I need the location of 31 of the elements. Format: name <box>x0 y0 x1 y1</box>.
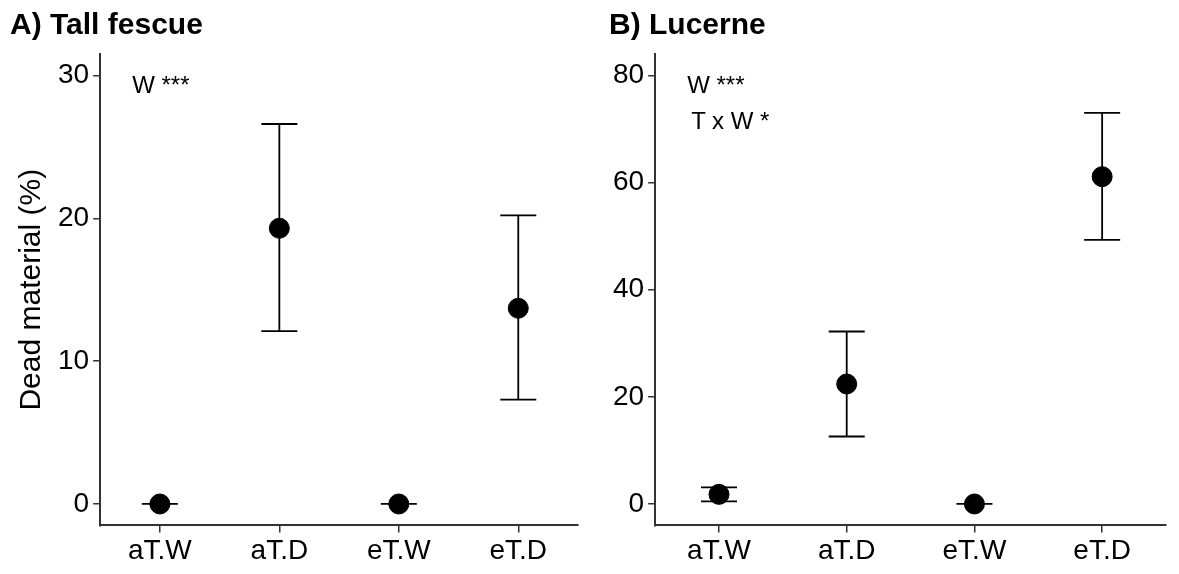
y-tick-label: 0 <box>628 486 645 518</box>
annotation: W *** <box>132 70 190 98</box>
annotation: W *** <box>687 70 745 98</box>
point <box>149 493 171 515</box>
point <box>507 297 529 319</box>
x-tick-label: eT.D <box>1073 533 1131 565</box>
y-tick-label: 40 <box>612 272 645 304</box>
point <box>963 493 985 515</box>
chart-title: B) Lucerne <box>609 7 766 41</box>
point <box>388 493 410 515</box>
point <box>836 373 858 395</box>
y-tick-label: 20 <box>57 200 90 232</box>
y-tick-label: 30 <box>57 58 90 90</box>
y-axis-title: Dead material (%) <box>13 168 47 411</box>
x-tick-label: aT.D <box>817 533 876 565</box>
point <box>268 217 290 239</box>
y-tick-label: 20 <box>612 379 645 411</box>
chart-title: A) Tall fescue <box>10 7 203 41</box>
y-tick-label: 80 <box>612 58 645 90</box>
y-tick-label: 0 <box>73 486 90 518</box>
point <box>1091 166 1113 188</box>
x-tick-label: aT.D <box>250 533 309 565</box>
x-tick-label: eT.W <box>942 533 1007 565</box>
x-tick-label: eT.W <box>366 533 432 565</box>
x-tick-label: aT.W <box>687 533 752 565</box>
y-tick-label: 60 <box>612 165 645 197</box>
x-tick-label: eT.D <box>489 533 548 565</box>
point <box>708 483 730 505</box>
y-tick-label: 10 <box>57 343 90 375</box>
annotation: T x W * <box>691 106 770 134</box>
x-tick-label: aT.W <box>127 533 193 565</box>
